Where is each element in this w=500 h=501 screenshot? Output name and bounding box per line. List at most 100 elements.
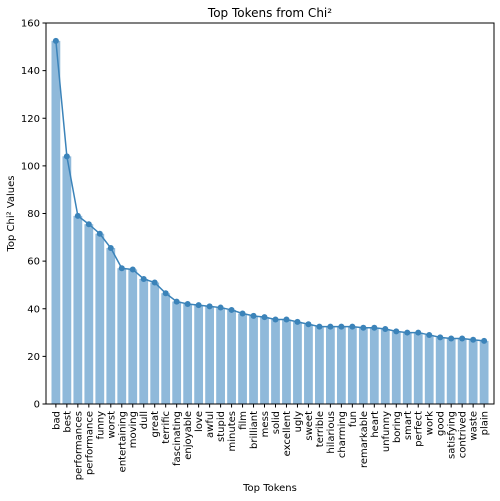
bar-fascinating bbox=[172, 301, 182, 404]
bar-solid bbox=[271, 319, 280, 404]
bar-plain bbox=[479, 340, 489, 404]
point-entertaining bbox=[118, 265, 125, 272]
x-tick-label-contrived: contrived bbox=[458, 411, 469, 458]
bar-boring bbox=[391, 331, 401, 404]
bar-unfunny bbox=[380, 328, 390, 404]
x-tick-label-unfunny: unfunny bbox=[381, 411, 392, 452]
x-tick-label-worst: worst bbox=[106, 411, 117, 439]
x-tick-label-fun: fun bbox=[348, 411, 359, 427]
x-tick-label-sweet: sweet bbox=[304, 411, 315, 441]
y-axis: 0 20 40 60 80 100 120 140 160 bbox=[21, 19, 46, 411]
trend-line bbox=[55, 40, 485, 342]
point-funny bbox=[96, 230, 103, 237]
x-axis: bad best performances performance funny worst… bbox=[51, 404, 491, 480]
point-sweet bbox=[305, 321, 312, 328]
x-tick-label-brilliant: brilliant bbox=[249, 411, 260, 449]
y-axis-title: Top Chi² Values bbox=[6, 175, 17, 252]
bar-good bbox=[435, 337, 445, 404]
bar-series bbox=[51, 40, 489, 404]
bar-fun bbox=[347, 326, 357, 404]
bar-film bbox=[238, 313, 247, 404]
x-tick-label-excellent: excellent bbox=[282, 411, 293, 456]
y-tick-label: 120 bbox=[21, 114, 40, 125]
point-excellent bbox=[283, 316, 290, 323]
bar-perfect bbox=[413, 332, 423, 404]
x-tick-label-awful: awful bbox=[205, 411, 216, 438]
bar-heart bbox=[369, 327, 379, 404]
point-love bbox=[195, 302, 202, 309]
x-tick-label-remarkable: remarkable bbox=[359, 411, 370, 468]
bar-worst bbox=[106, 248, 116, 404]
point-film bbox=[239, 310, 246, 317]
bar-performances bbox=[73, 215, 83, 404]
bar-moving bbox=[128, 269, 138, 404]
point-worst bbox=[107, 245, 114, 252]
point-perfect bbox=[415, 329, 422, 336]
point-dull bbox=[140, 275, 147, 282]
point-unfunny bbox=[382, 325, 389, 332]
x-axis-title: Top Tokens bbox=[242, 483, 297, 494]
x-tick-label-waste: waste bbox=[469, 411, 480, 441]
bar-terrible bbox=[315, 326, 324, 404]
x-tick-label-film: film bbox=[238, 411, 249, 430]
point-plain bbox=[481, 337, 488, 344]
bar-funny bbox=[95, 233, 105, 404]
bar-satisfying bbox=[446, 338, 456, 404]
bar-mess bbox=[260, 317, 269, 404]
point-mess bbox=[261, 314, 268, 321]
bar-ugly bbox=[293, 321, 302, 404]
point-fun bbox=[349, 323, 356, 330]
line-series bbox=[52, 37, 488, 344]
x-tick-label-bad: bad bbox=[51, 411, 62, 430]
bar-remarkable bbox=[358, 327, 368, 404]
y-tick-label: 60 bbox=[27, 257, 40, 268]
x-tick-label-dull: dull bbox=[139, 411, 150, 429]
y-tick-label: 20 bbox=[27, 352, 40, 363]
point-fascinating bbox=[173, 298, 180, 305]
x-tick-label-love: love bbox=[194, 411, 205, 432]
bar-dull bbox=[139, 278, 149, 404]
x-tick-label-good: good bbox=[436, 411, 447, 436]
bar-hilarious bbox=[326, 326, 335, 404]
x-tick-label-charming: charming bbox=[337, 411, 348, 458]
x-tick-label-great: great bbox=[150, 411, 161, 438]
bar-brilliant bbox=[249, 315, 258, 404]
bar-performance bbox=[84, 224, 94, 404]
x-tick-label-fascinating: fascinating bbox=[172, 411, 183, 466]
x-tick-label-performance: performance bbox=[84, 411, 95, 475]
bar-smart bbox=[402, 332, 412, 404]
point-stupid bbox=[217, 304, 224, 311]
point-remarkable bbox=[360, 324, 367, 331]
y-tick-label: 80 bbox=[27, 209, 40, 220]
x-tick-label-minutes: minutes bbox=[227, 411, 238, 451]
x-tick-label-best: best bbox=[62, 411, 73, 433]
point-best bbox=[63, 153, 70, 160]
bar-stupid bbox=[216, 307, 225, 404]
x-tick-label-entertaining: entertaining bbox=[117, 411, 128, 472]
point-performances bbox=[74, 212, 81, 219]
point-minutes bbox=[228, 306, 235, 313]
bar-awful bbox=[205, 306, 214, 404]
point-heart bbox=[371, 324, 378, 331]
point-awful bbox=[206, 303, 213, 310]
bar-entertaining bbox=[117, 268, 127, 404]
point-terrific bbox=[162, 290, 169, 297]
bar-minutes bbox=[227, 309, 236, 404]
point-moving bbox=[129, 266, 136, 273]
y-tick-label: 140 bbox=[21, 66, 40, 77]
x-tick-label-heart: heart bbox=[370, 411, 381, 438]
x-tick-label-satisfying: satisfying bbox=[447, 411, 458, 459]
point-brilliant bbox=[250, 312, 257, 319]
point-ugly bbox=[294, 318, 301, 325]
y-tick-label: 40 bbox=[27, 304, 40, 315]
point-smart bbox=[404, 329, 411, 336]
x-tick-label-enjoyable: enjoyable bbox=[183, 411, 194, 460]
x-tick-label-plain: plain bbox=[480, 411, 491, 435]
x-tick-label-terrible: terrible bbox=[315, 411, 326, 447]
y-tick-label: 0 bbox=[34, 400, 40, 411]
bar-charming bbox=[336, 326, 346, 404]
bar-excellent bbox=[282, 319, 291, 404]
x-tick-label-hilarious: hilarious bbox=[326, 411, 337, 454]
chart-title: Top Tokens from Chi² bbox=[207, 6, 332, 20]
point-work bbox=[426, 331, 433, 338]
